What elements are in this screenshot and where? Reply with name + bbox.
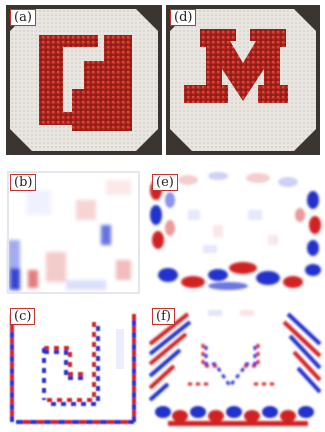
panel-b-field-map: (b) <box>6 170 141 295</box>
ripple-band-right <box>295 191 321 256</box>
ripple-band-bottom-f <box>155 406 314 426</box>
panel-f-field-map: (f) <box>148 304 323 428</box>
ripple-diagonal-right <box>282 312 322 394</box>
ripple-band-bottom <box>158 262 321 290</box>
panel-label-b: (b) <box>10 174 37 191</box>
panel-label-e: (e) <box>152 174 178 191</box>
panel-label-f: (f) <box>152 308 175 325</box>
photo-d <box>166 5 320 155</box>
pin-shape-d <box>184 29 288 103</box>
pin-shape-a <box>39 35 132 131</box>
panel-c-field-map: (c) <box>6 304 141 428</box>
panel-label-c: (c) <box>10 308 36 325</box>
panel-e-field-map: (e) <box>148 170 323 295</box>
ripple-band-top <box>178 172 298 187</box>
field-map-f <box>148 304 323 428</box>
ripple-diagonal-left <box>148 312 192 402</box>
panel-a-photo: (a) <box>6 5 162 155</box>
panel-label-d: (d) <box>170 9 197 26</box>
photo-a <box>6 5 162 155</box>
panel-d-photo: (d) <box>166 5 320 155</box>
panel-label-a: (a) <box>10 9 36 26</box>
